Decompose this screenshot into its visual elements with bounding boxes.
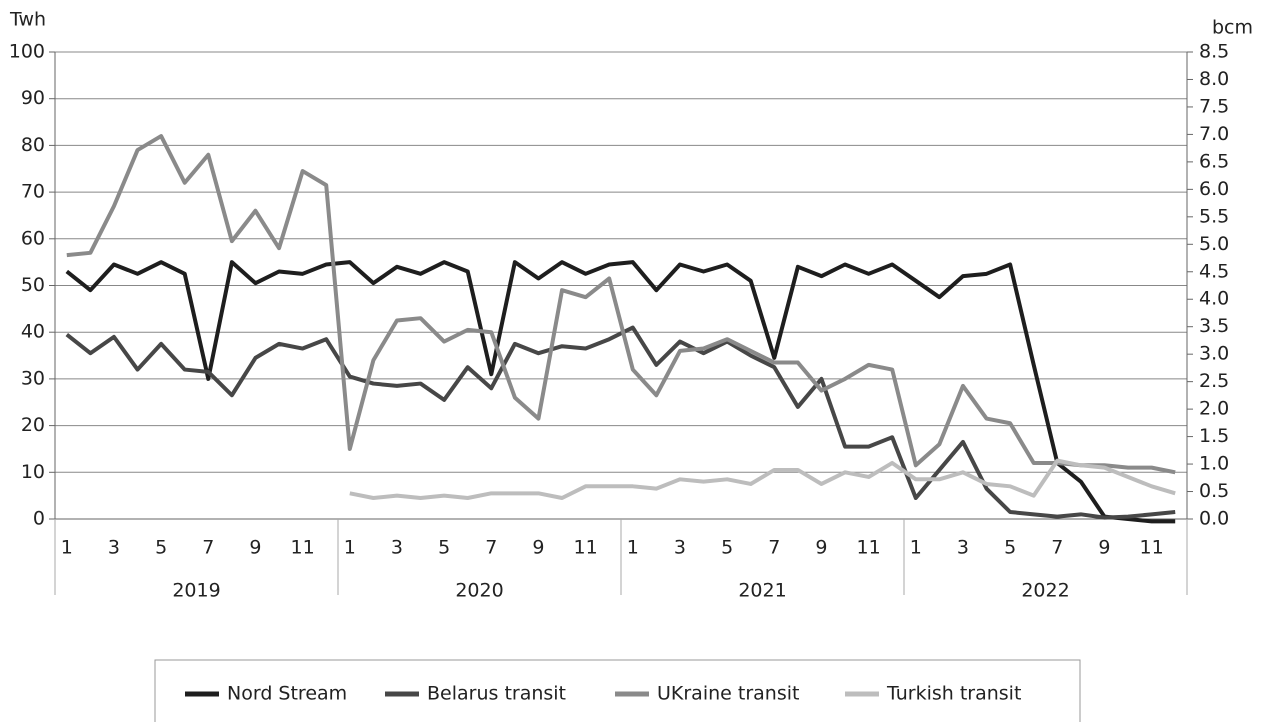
y2-tick-label: 8.0 xyxy=(1199,68,1229,90)
y2-tick-label: 4.5 xyxy=(1199,260,1229,282)
y-tick-label: 30 xyxy=(21,367,45,389)
y-tick-label: 70 xyxy=(21,181,45,203)
series-line xyxy=(65,325,1176,520)
x-tick-label: 5 xyxy=(155,537,167,559)
x-tick-label: 3 xyxy=(957,537,969,559)
x-tick-label: 9 xyxy=(815,537,827,559)
x-tick-label: 7 xyxy=(202,537,214,559)
x-tick-label: 5 xyxy=(721,537,733,559)
legend-box xyxy=(154,659,1081,726)
x-tick-label: 3 xyxy=(674,537,686,559)
legend-label: Belarus transit xyxy=(427,683,566,705)
y2-tick-label: 2.0 xyxy=(1199,398,1229,420)
x-tick-label: 11 xyxy=(857,537,881,559)
y-tick-label: 40 xyxy=(21,321,45,343)
y2-tick-label: 0.5 xyxy=(1199,480,1229,502)
x-tick-label: 3 xyxy=(391,537,403,559)
y2-tick-label: 1.0 xyxy=(1199,453,1229,475)
y2-tick-label: 4.0 xyxy=(1199,288,1229,310)
y-axis-label: Twh xyxy=(9,9,46,31)
y-tick-label: 0 xyxy=(33,508,45,530)
y2-tick-label: 6.0 xyxy=(1199,178,1229,200)
y-tick-label: 90 xyxy=(21,87,45,109)
x-tick-label: 1 xyxy=(910,537,922,559)
series-line xyxy=(66,134,1176,475)
x-tick-label: 1 xyxy=(344,537,356,559)
x-tick-label: 11 xyxy=(574,537,598,559)
x-tick-label: 9 xyxy=(249,537,261,559)
legend-label: Turkish transit xyxy=(886,683,1021,705)
y-tick-label: 10 xyxy=(21,461,45,483)
x-tick-label: 1 xyxy=(627,537,639,559)
x-tick-label: 9 xyxy=(532,537,544,559)
y-tick-label: 100 xyxy=(9,41,45,63)
y-tick-label: 80 xyxy=(21,134,45,156)
x-tick-label: 7 xyxy=(1051,537,1063,559)
y2-tick-label: 7.5 xyxy=(1199,95,1229,117)
x-tick-label: 11 xyxy=(291,537,315,559)
legend-label: UKraine transit xyxy=(657,683,799,705)
y2-tick-label: 8.5 xyxy=(1199,41,1229,63)
y2-tick-label: 5.0 xyxy=(1199,233,1229,255)
x-tick-label: 3 xyxy=(108,537,120,559)
y2-tick-label: 3.0 xyxy=(1199,343,1229,365)
y2-tick-label: 5.5 xyxy=(1199,205,1229,227)
y2-tick-label: 1.5 xyxy=(1199,425,1229,447)
x-tick-label: 1 xyxy=(61,537,73,559)
x-tick-label: 9 xyxy=(1098,537,1110,559)
group-label: 2021 xyxy=(738,580,786,602)
x-tick-label: 7 xyxy=(485,537,497,559)
group-label: 2019 xyxy=(172,580,220,602)
y-tick-label: 60 xyxy=(21,227,45,249)
y2-axis-label: bcm xyxy=(1212,17,1253,39)
x-tick-label: 7 xyxy=(768,537,780,559)
x-tick-label: 11 xyxy=(1140,537,1164,559)
y2-tick-label: 2.5 xyxy=(1199,370,1229,392)
group-label: 2020 xyxy=(455,580,503,602)
y2-tick-label: 0.0 xyxy=(1199,508,1229,530)
x-tick-label: 5 xyxy=(438,537,450,559)
x-tick-label: 5 xyxy=(1004,537,1016,559)
y-tick-label: 50 xyxy=(21,274,45,296)
series-line xyxy=(65,260,1176,524)
y2-tick-label: 7.0 xyxy=(1199,123,1229,145)
group-label: 2022 xyxy=(1021,580,1069,602)
y2-tick-label: 3.5 xyxy=(1199,315,1229,337)
y2-tick-label: 6.5 xyxy=(1199,150,1229,172)
y-tick-label: 20 xyxy=(21,414,45,436)
legend-label: Nord Stream xyxy=(227,683,347,705)
series-line xyxy=(349,458,1176,500)
